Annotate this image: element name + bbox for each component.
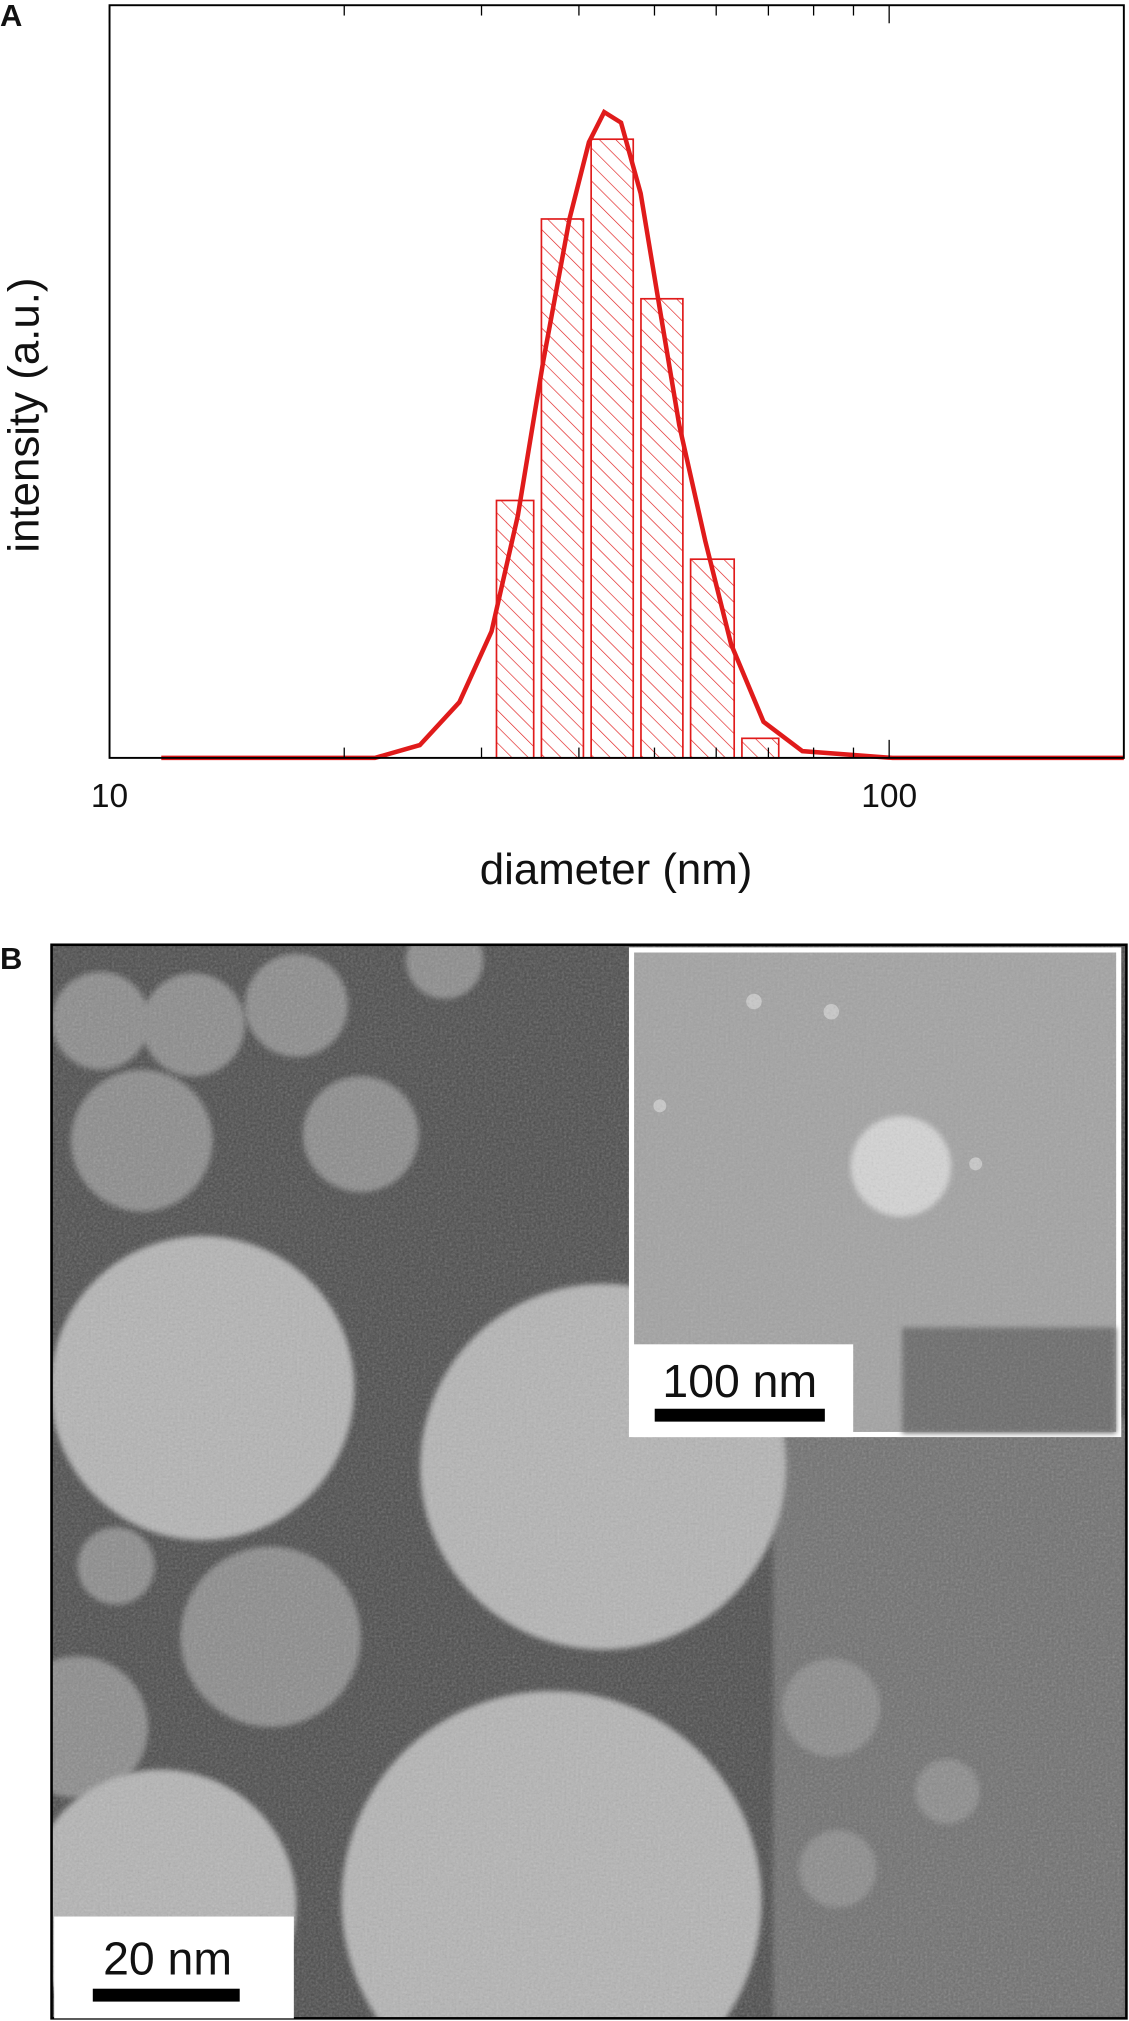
plot-area: 10 100 bbox=[91, 4, 1125, 815]
scale-bar bbox=[654, 1408, 825, 1422]
plot-frame bbox=[108, 4, 1125, 759]
histogram-bar bbox=[741, 737, 780, 759]
histogram-bar bbox=[640, 297, 684, 759]
x-tick-label: 10 bbox=[91, 778, 128, 815]
histogram-bar bbox=[689, 558, 736, 759]
image-frame bbox=[50, 943, 1128, 2020]
panel-label: A bbox=[0, 0, 22, 33]
scale-bar-label: 20 nm bbox=[103, 1933, 232, 1985]
fit-curve bbox=[161, 108, 1124, 761]
panel-label: B bbox=[0, 941, 22, 976]
histogram-bar bbox=[540, 218, 585, 759]
histogram-bar bbox=[495, 499, 535, 759]
scale-bar-label: 100 nm bbox=[662, 1355, 817, 1407]
scale-bar bbox=[92, 1988, 240, 2002]
x-axis-label: diameter (nm) bbox=[480, 845, 753, 894]
x-tick-label: 100 bbox=[861, 778, 917, 815]
y-axis-label: intensity (a.u.) bbox=[0, 278, 49, 553]
histogram-bar bbox=[590, 138, 635, 759]
